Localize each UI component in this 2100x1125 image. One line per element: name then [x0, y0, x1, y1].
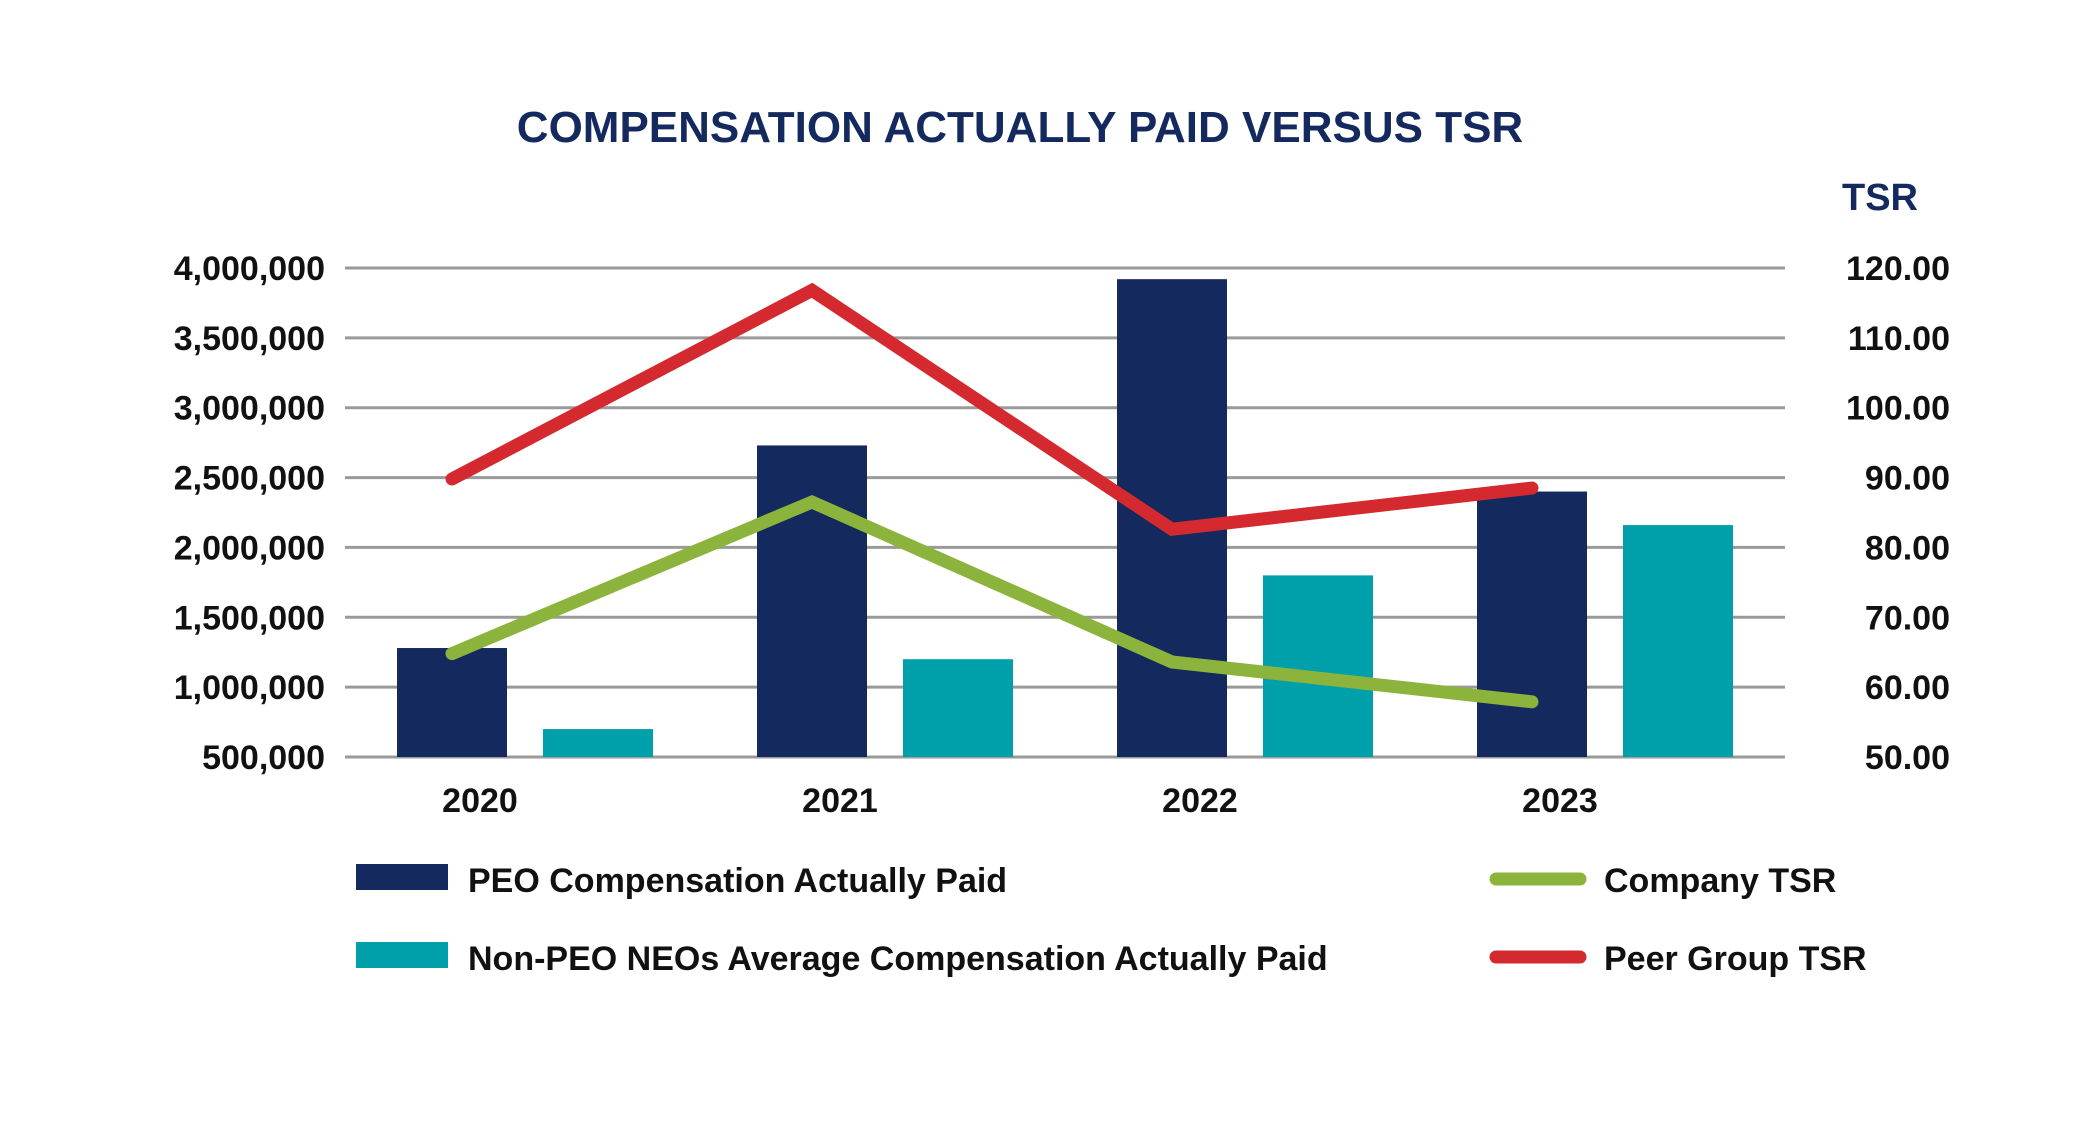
- bar-non-peo-neos-average-compensation-actually-paid-2023: [1623, 525, 1733, 757]
- left-tick-label: 3,500,000: [174, 320, 325, 358]
- bar-non-peo-neos-average-compensation-actually-paid-2022: [1263, 575, 1373, 757]
- left-tick-label: 500,000: [202, 739, 325, 777]
- right-axis-label: TSR: [1842, 177, 1918, 219]
- left-tick-label: 1,500,000: [174, 599, 325, 637]
- right-tick-label: 80.00: [1865, 529, 1950, 567]
- bar-peo-compensation-actually-paid-2021: [757, 445, 867, 757]
- right-tick-label: 110.00: [1848, 320, 1950, 358]
- line-company-tsr: [445, 494, 1539, 709]
- right-tick-label: 50.00: [1865, 739, 1950, 777]
- bar-non-peo-neos-average-compensation-actually-paid-2021: [903, 659, 1013, 757]
- category-label: 2020: [442, 782, 518, 820]
- right-tick-label: 90.00: [1865, 460, 1950, 498]
- legend: PEO Compensation Actually Paid Non-PEO NE…: [356, 862, 1867, 978]
- category-labels: 2020 2021 2022 2023: [442, 782, 1598, 820]
- category-label: 2023: [1522, 782, 1598, 820]
- bar-peo-compensation-actually-paid-2023: [1477, 491, 1587, 757]
- left-tick-label: 1,000,000: [174, 669, 325, 707]
- right-tick-label: 60.00: [1865, 669, 1950, 707]
- right-tick-label: 70.00: [1865, 599, 1950, 637]
- left-tick-label: 4,000,000: [174, 250, 325, 288]
- line-peer-group-tsr: [445, 282, 1539, 536]
- legend-label: Peer Group TSR: [1604, 940, 1867, 978]
- left-axis-ticks: 500,000 1,000,000 1,500,000 2,000,000 2,500,…: [174, 250, 325, 777]
- category-label: 2022: [1162, 782, 1238, 820]
- lines: [445, 282, 1539, 709]
- chart-title: COMPENSATION ACTUALLY PAID VERSUS TSR: [517, 103, 1523, 152]
- right-axis-ticks: 50.00 60.00 70.00 80.00 90.00 100.00 110.00 120…: [1846, 250, 1950, 777]
- left-tick-label: 2,000,000: [174, 529, 325, 567]
- bar-peo-compensation-actually-paid-2022: [1117, 279, 1227, 757]
- legend-label: Company TSR: [1604, 862, 1836, 900]
- left-tick-label: 3,000,000: [174, 390, 325, 428]
- category-label: 2021: [802, 782, 878, 820]
- left-tick-label: 2,500,000: [174, 460, 325, 498]
- legend-swatch: [356, 864, 448, 890]
- bar-peo-compensation-actually-paid-2020: [397, 648, 507, 757]
- legend-swatch: [356, 942, 448, 968]
- bar-non-peo-neos-average-compensation-actually-paid-2020: [543, 729, 653, 757]
- legend-label: Non-PEO NEOs Average Compensation Actual…: [468, 940, 1328, 978]
- bars: [397, 279, 1733, 757]
- right-tick-label: 120.00: [1846, 250, 1950, 288]
- legend-label: PEO Compensation Actually Paid: [468, 862, 1007, 900]
- right-tick-label: 100.00: [1846, 390, 1950, 428]
